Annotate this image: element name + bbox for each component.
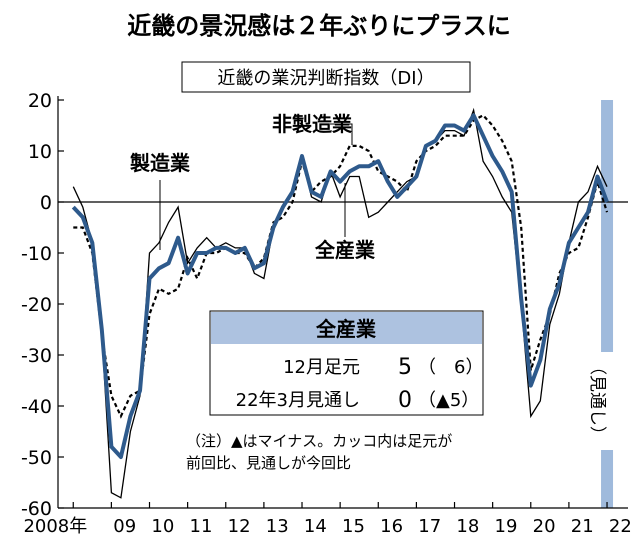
x-tick-label: 21	[571, 516, 594, 537]
legend-row-change: （ 6）	[418, 357, 483, 378]
x-tick-label: 10	[151, 516, 174, 537]
y-tick-label: 10	[28, 141, 52, 163]
legend-row-value: 0	[398, 388, 412, 413]
x-tick-label: 15	[342, 516, 365, 537]
subtitle-box	[181, 61, 471, 93]
y-tick-label: -60	[21, 498, 52, 520]
forecast-label-bg	[599, 352, 616, 450]
legend-row-label: 12月足元	[283, 357, 360, 378]
y-tick-label: -30	[21, 345, 52, 367]
y-tick-label: 0	[40, 192, 52, 214]
x-tick-label: 16	[380, 516, 403, 537]
series-label-leader	[330, 123, 353, 145]
series-label: 全産業	[314, 238, 376, 262]
legend-table-header-bg	[211, 312, 482, 344]
x-tick-label: 09	[113, 516, 136, 537]
x-tick-label: 19	[495, 516, 518, 537]
x-tick-label: 22	[609, 516, 632, 537]
x-tick-label: 12	[228, 516, 251, 537]
y-tick-label: -10	[21, 243, 52, 265]
chart-subtitle: 近畿の業況判断指数（DI）	[217, 68, 434, 89]
chart-note-line: 前回比、見通しが今回比	[186, 454, 351, 472]
series-line-0	[71, 113, 609, 459]
x-tick-label: 2008年	[23, 516, 87, 537]
chart-note-line: （注）▲はマイナス。カッコ内は足元が	[186, 432, 452, 450]
x-tick-label: 13	[266, 516, 289, 537]
x-tick-label: 17	[418, 516, 441, 537]
y-tick-label: -20	[21, 294, 52, 316]
x-tick-label: 18	[456, 516, 479, 537]
chart-note: （注）▲はマイナス。カッコ内は足元が前回比、見通しが今回比	[186, 432, 452, 472]
x-tick-label: 11	[190, 516, 213, 537]
y-tick-label: -50	[21, 447, 52, 469]
legend-table: 全産業 12月足元 5 （ 6） 22年3月見通し 0 （▲5）	[209, 310, 484, 416]
legend-row-change: （▲5）	[418, 390, 479, 411]
legend-row-value: 5	[398, 355, 412, 380]
chart-title: 近畿の景況感は２年ぶりにプラスに	[127, 12, 511, 40]
series-line-2	[73, 113, 609, 419]
x-tick-label: 20	[533, 516, 556, 537]
series-label: 製造業	[130, 151, 191, 175]
legend-row-label: 22年3月見通し	[236, 390, 360, 411]
x-tick-label: 14	[304, 516, 327, 537]
y-tick-label: 20	[28, 90, 52, 112]
y-tick-label: -40	[21, 396, 52, 418]
legend-table-header: 全産業	[315, 317, 377, 341]
forecast-label: （見通し）	[587, 358, 607, 443]
